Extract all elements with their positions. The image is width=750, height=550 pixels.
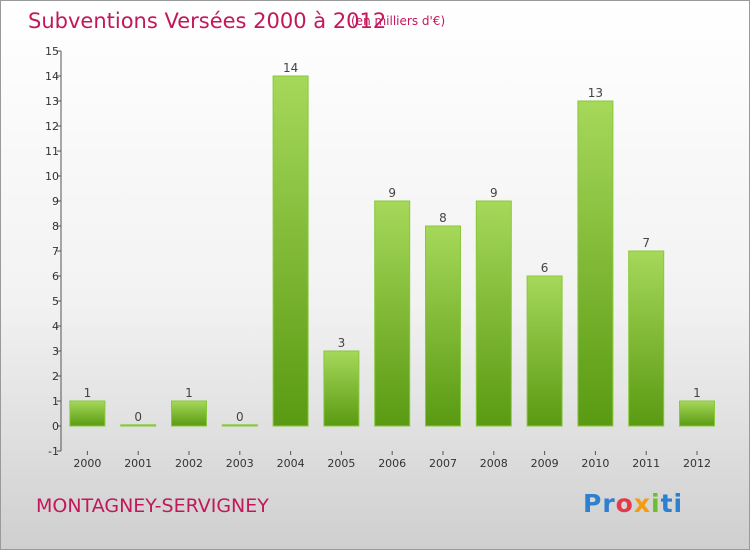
y-tick-label: 13 xyxy=(45,95,59,108)
data-label: 1 xyxy=(693,386,701,400)
logo-part: o xyxy=(615,489,634,518)
data-label: 9 xyxy=(388,186,396,200)
x-tick-label: 2005 xyxy=(327,457,355,470)
proxiti-logo: Proxiti xyxy=(583,489,683,518)
y-tick-label: 15 xyxy=(45,45,59,58)
bar xyxy=(628,250,665,427)
bar xyxy=(526,275,563,427)
data-label: 3 xyxy=(338,336,346,350)
bar xyxy=(577,100,614,427)
x-tick-label: 2009 xyxy=(531,457,559,470)
y-tick-label: 2 xyxy=(52,370,59,383)
data-label: 0 xyxy=(134,410,142,424)
data-label: 9 xyxy=(490,186,498,200)
x-tick-label: 2012 xyxy=(683,457,711,470)
logo-part: x xyxy=(633,489,651,518)
y-tick-label: 10 xyxy=(45,170,59,183)
logo-part: Pr xyxy=(583,489,616,518)
x-tick-label: 2007 xyxy=(429,457,457,470)
x-tick-label: 2002 xyxy=(175,457,203,470)
y-tick-label: 0 xyxy=(52,420,59,433)
y-tick-label: 4 xyxy=(52,320,59,333)
bar xyxy=(272,75,309,427)
x-tick-label: 2003 xyxy=(226,457,254,470)
data-label: 1 xyxy=(185,386,193,400)
bar xyxy=(221,424,258,427)
bar xyxy=(323,350,360,427)
x-tick-label: 2010 xyxy=(581,457,609,470)
bar xyxy=(69,400,106,427)
data-label: 0 xyxy=(236,410,244,424)
place-name: MONTAGNEY-SERVIGNEY xyxy=(36,495,269,517)
data-label: 8 xyxy=(439,211,447,225)
y-tick-label: 9 xyxy=(52,195,59,208)
x-tick-label: 2006 xyxy=(378,457,406,470)
x-tick-label: 2001 xyxy=(124,457,152,470)
y-tick-label: 11 xyxy=(45,145,59,158)
data-label: 6 xyxy=(541,261,549,275)
bar xyxy=(374,200,411,427)
x-tick-label: 2000 xyxy=(73,457,101,470)
bar xyxy=(120,424,157,427)
y-tick-label: 7 xyxy=(52,245,59,258)
bar xyxy=(171,400,207,427)
data-label: 7 xyxy=(642,236,650,250)
x-axis: 2000 2001 2002 2003 2004 2005 2006 2007 2008 2009… xyxy=(73,451,711,470)
data-label: 1 xyxy=(84,386,92,400)
logo-part: ti xyxy=(660,489,684,518)
bar xyxy=(425,225,461,427)
bar xyxy=(475,200,512,427)
bar-series: 1 0 1 0 14 3 9 8 9 6 13 7 1 xyxy=(69,61,715,427)
data-label: 13 xyxy=(588,86,603,100)
y-tick-label: -1 xyxy=(48,445,59,458)
x-tick-label: 2004 xyxy=(277,457,305,470)
y-tick-label: 3 xyxy=(52,345,59,358)
y-tick-label: 14 xyxy=(45,70,59,83)
y-tick-label: 1 xyxy=(52,395,59,408)
y-tick-label: 8 xyxy=(52,220,59,233)
logo-part: i xyxy=(650,489,661,518)
y-tick-label: 5 xyxy=(52,295,59,308)
x-tick-label: 2011 xyxy=(632,457,660,470)
y-tick-label: 12 xyxy=(45,120,59,133)
y-tick-label: 6 xyxy=(52,270,59,283)
x-tick-label: 2008 xyxy=(480,457,508,470)
chart-subtitle: (en milliers d'€) xyxy=(351,14,446,28)
chart-title: Subventions Versées 2000 à 2012 xyxy=(28,9,387,33)
bar xyxy=(679,400,715,427)
data-label: 14 xyxy=(283,61,298,75)
